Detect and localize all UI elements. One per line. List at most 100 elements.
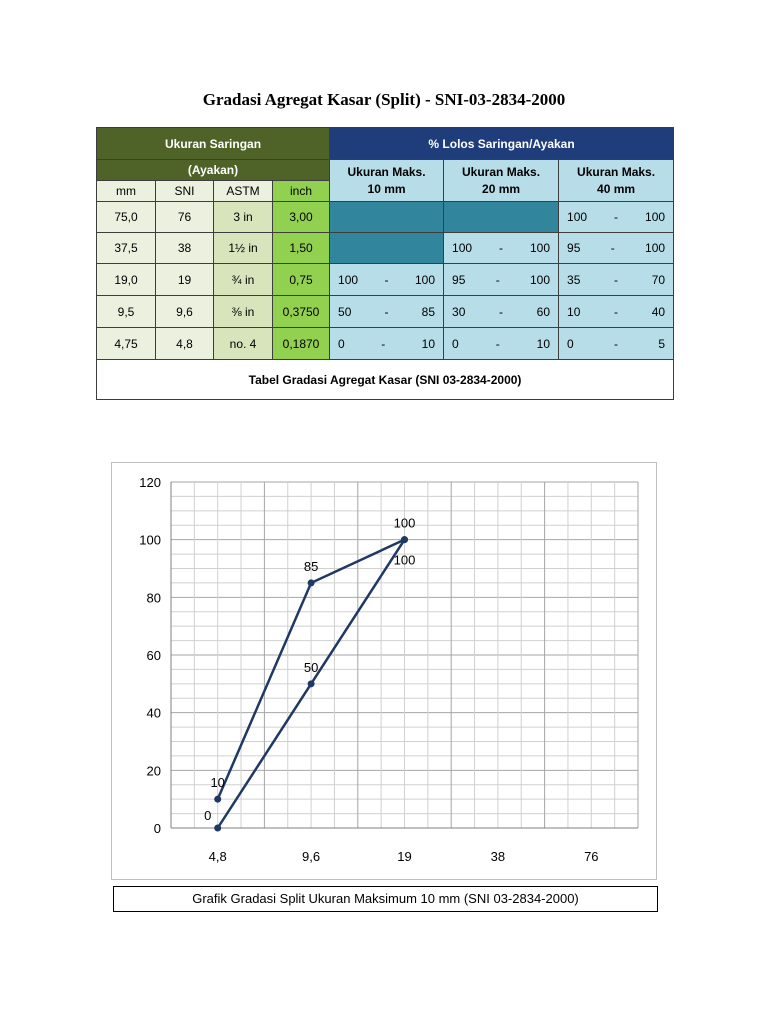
range-values: 95 - 100 — [445, 272, 558, 287]
cell-inch: 0,75 — [271, 263, 331, 296]
range-min: 30 — [452, 304, 466, 319]
cell-sni: 19 — [155, 263, 214, 296]
table-row: 9,5 9,6 ⅜ in 0,3750 50 - 85 30 - 60 10 - 40 — [96, 295, 675, 328]
cell-mm: 9,5 — [96, 295, 156, 328]
range-values: 50 - 85 — [331, 304, 443, 319]
range-max: 5 — [658, 336, 666, 351]
y-tick-label: 20 — [147, 763, 161, 778]
range-values: 30 - 60 — [445, 304, 558, 319]
cell-mm: 37,5 — [96, 232, 156, 264]
range-values: 100 - 100 — [331, 273, 443, 287]
y-tick-label: 80 — [147, 590, 161, 605]
cell-sni: 76 — [155, 201, 214, 233]
x-tick-label: 76 — [584, 849, 598, 864]
range-sep: - — [499, 304, 504, 319]
y-tick-label: 120 — [139, 475, 161, 490]
cell-astm: no. 4 — [213, 327, 273, 360]
table-caption: Tabel Gradasi Agregat Kasar (SNI 03-2834… — [95, 359, 675, 400]
table-row: 37,5 38 1½ in 1,50 100 - 100 95 - 100 — [96, 232, 675, 264]
group-header-20mm: Ukuran Maks. 20 mm — [443, 159, 560, 202]
data-label: 10 — [210, 775, 224, 790]
gradation-table: Ukuran Saringan % Lolos Saringan/Ayakan … — [95, 127, 675, 400]
cell-inch: 0,3750 — [271, 295, 331, 328]
range-max: 40 — [651, 304, 666, 319]
cell-sni: 9,6 — [155, 295, 214, 328]
cell-astm: 1½ in — [213, 232, 273, 264]
range-values: 95 - 100 — [560, 241, 673, 255]
range-values: 0 - 10 — [331, 336, 443, 351]
group-40mm-line2: 40 mm — [597, 181, 636, 196]
cell-inch: 0,1870 — [271, 327, 331, 360]
cell-astm: ¾ in — [213, 263, 273, 296]
range-max: 100 — [645, 210, 666, 224]
table-row: 75,0 76 3 in 3,00 100 - 100 — [96, 201, 675, 233]
group-20mm-line1: Ukuran Maks. — [462, 164, 541, 179]
range-sep: - — [614, 304, 619, 319]
range-max: 10 — [421, 336, 436, 351]
cell-mm: 75,0 — [96, 201, 156, 233]
chart-caption: Grafik Gradasi Split Ukuran Maksimum 10 … — [113, 886, 658, 912]
range-values: 0 - 10 — [445, 336, 558, 351]
col-head-inch: inch — [271, 180, 331, 202]
data-label: 85 — [304, 559, 318, 574]
x-tick-label: 19 — [397, 849, 411, 864]
cell-g20-range: 95 - 100 — [443, 263, 560, 296]
range-min: 100 — [452, 241, 473, 255]
data-label: 100 — [394, 553, 416, 568]
range-max: 10 — [536, 336, 551, 351]
cell-g40-range: 100 - 100 — [558, 201, 675, 233]
range-min: 0 — [452, 336, 459, 351]
cell-g10-range: 100 - 100 — [329, 263, 445, 296]
y-tick-label: 40 — [147, 706, 161, 721]
range-max: 100 — [645, 241, 666, 255]
cell-g40-range: 35 - 70 — [558, 263, 675, 296]
y-tick-label: 100 — [139, 533, 161, 548]
range-sep: - — [614, 336, 619, 351]
cell-g10-range: 0 - 10 — [329, 327, 445, 360]
cell-sni: 4,8 — [155, 327, 214, 360]
data-label: 100 — [394, 516, 416, 531]
group-header-10mm: Ukuran Maks. 10 mm — [329, 159, 445, 202]
cell-g10-empty — [329, 232, 445, 264]
col-head-astm: ASTM — [213, 180, 273, 202]
range-min: 95 — [567, 241, 581, 255]
range-min: 35 — [567, 272, 581, 287]
cell-inch: 3,00 — [271, 201, 331, 233]
range-sep: - — [614, 210, 619, 224]
document-title: Gradasi Agregat Kasar (Split) - SNI-03-2… — [202, 90, 566, 109]
cell-g10-range: 50 - 85 — [329, 295, 445, 328]
range-min: 0 — [567, 336, 574, 351]
cell-g40-range: 95 - 100 — [558, 232, 675, 264]
range-max: 85 — [421, 304, 436, 319]
cell-inch: 1,50 — [271, 232, 331, 264]
range-sep: - — [610, 241, 615, 255]
table-body: 75,0 76 3 in 3,00 100-100 37,5 38 1½ in 1,50 100-… — [96, 201, 675, 360]
range-values: 100 - 100 — [560, 210, 673, 224]
cell-g20-range: 100 - 100 — [443, 232, 560, 264]
cell-astm: ⅜ in — [213, 295, 273, 328]
cell-mm: 4,75 — [96, 327, 156, 360]
range-max: 70 — [651, 272, 666, 287]
cell-g20-range: 0 - 10 — [443, 327, 560, 360]
y-tick-label: 60 — [147, 648, 161, 663]
data-label: 0 — [204, 808, 211, 823]
range-values: 10 - 40 — [560, 304, 673, 319]
cell-g10-empty — [329, 201, 445, 233]
range-values: 100 - 100 — [445, 241, 558, 255]
range-max: 100 — [529, 272, 551, 287]
cell-mm: 19,0 — [96, 263, 156, 296]
cell-astm: 3 in — [213, 201, 273, 233]
table-row: 4,75 4,8 no. 4 0,1870 0 - 10 0 - 10 0 - 5 — [96, 327, 675, 360]
x-tick-label: 4,8 — [209, 849, 227, 864]
range-min: 95 — [452, 272, 466, 287]
chart-canvas: 0 20 40 60 80 100 120 4,8 9,6 19 38 76 10 85 100 0 50 100 — [139, 475, 639, 864]
header-sieve-size: Ukuran Saringan — [95, 127, 331, 160]
range-max: 60 — [536, 304, 551, 319]
x-tick-label: 38 — [491, 849, 505, 864]
cell-g20-empty — [443, 201, 560, 233]
range-min: 50 — [338, 304, 352, 319]
range-sep: - — [495, 272, 500, 287]
data-point — [307, 579, 315, 587]
group-header-40mm: Ukuran Maks. 40 mm — [558, 159, 675, 202]
data-point — [307, 680, 315, 688]
